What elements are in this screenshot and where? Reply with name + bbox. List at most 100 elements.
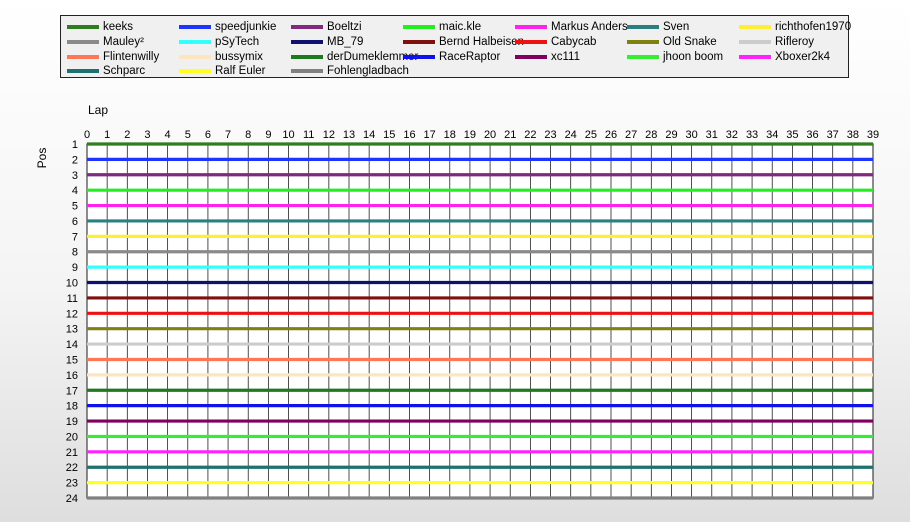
y-tick-label: 12 [66,308,78,320]
legend-swatch [627,55,659,59]
x-tick-label: 8 [245,129,251,141]
x-tick-label: 28 [645,129,657,141]
plot-area [86,143,874,499]
y-tick-label: 18 [66,401,78,413]
y-tick-label: 4 [72,185,78,197]
y-tick-label: 13 [66,324,78,336]
x-tick-label: 38 [847,129,859,141]
legend-label: pSyTech [215,36,260,48]
legend-swatch [67,40,99,44]
y-tick-label: 14 [66,339,78,351]
legend-label: Rifleroy [775,36,814,48]
x-tick-label: 18 [444,129,456,141]
x-tick-label: 11 [303,129,314,141]
x-tick-label: 23 [544,129,556,141]
x-tick-label: 15 [383,129,395,141]
y-tick-label: 16 [66,370,78,382]
legend-swatch [179,55,211,59]
y-tick-label: 19 [66,416,78,428]
y-tick-label: 15 [66,354,78,366]
legend-label: Sven [663,21,690,33]
legend-swatch [403,55,435,59]
x-tick-label: 25 [585,129,597,141]
y-tick-label: 21 [66,447,78,459]
x-tick-label: 9 [265,129,271,141]
legend-swatch [403,25,435,29]
x-tick-label: 26 [605,129,617,141]
legend-label: Boeltzi [327,21,362,33]
y-axis-label: Pos [35,148,49,169]
legend-swatch [739,25,771,29]
legend-swatch [515,55,547,59]
x-tick-label: 27 [625,129,637,141]
y-tick-label: 10 [66,278,78,290]
series-lines [87,142,873,500]
legend-label: keeks [103,21,134,33]
y-tick-label: 11 [67,293,78,305]
legend-swatch [179,40,211,44]
x-tick-label: 30 [685,129,697,141]
legend-label: richthofen1970 [775,21,852,33]
legend-label: Mauley² [103,36,144,48]
x-tick-label: 34 [766,129,778,141]
legend-label: bussymix [215,51,263,63]
legend-label: Xboxer2k4 [775,51,830,63]
legend-label: Ralf Euler [215,65,266,77]
x-tick-label: 13 [343,129,355,141]
legend-label: RaceRaptor [439,51,501,63]
legend-label: MB_79 [327,36,364,48]
x-tick-label: 33 [746,129,758,141]
x-tick-label: 3 [144,129,150,141]
x-tick-label: 5 [185,129,191,141]
legend-label: Flintenwilly [103,51,160,63]
x-tick-label: 17 [423,129,435,141]
legend-swatch [515,40,547,44]
x-tick-label: 22 [524,129,536,141]
y-tick-label: 9 [72,262,78,274]
x-tick-label: 19 [464,129,476,141]
legend-swatch [627,25,659,29]
y-tick-label: 3 [72,170,78,182]
legend-swatch [291,40,323,44]
x-tick-label: 32 [726,129,738,141]
y-tick-label: 17 [66,385,78,397]
x-tick-label: 36 [806,129,818,141]
legend-label: maic.kle [439,21,482,33]
y-tick-label: 20 [66,431,78,443]
x-tick-label: 2 [124,129,130,141]
y-tick-label: 1 [72,139,78,151]
y-tick-label: 23 [66,478,78,490]
x-tick-label: 35 [786,129,798,141]
y-tick-label: 24 [66,493,78,505]
x-tick-labels: 0 1 2 3 4 5 6 7 8 9 10 11 12 13 14 15 16 17 18 19 20 21 22 23 24… [84,129,879,141]
x-tick-label: 6 [205,129,211,141]
legend-label: derDumeklemmer [327,51,419,63]
x-tick-label: 10 [282,129,294,141]
legend-swatch [291,69,323,73]
legend-swatch [67,69,99,73]
legend-label: Cabycab [551,36,597,48]
legend-swatch [627,40,659,44]
x-tick-label: 0 [84,129,90,141]
legend-swatch [403,40,435,44]
x-tick-label: 20 [484,129,496,141]
legend-swatch [291,55,323,59]
x-tick-label: 4 [165,129,171,141]
legend-label: speedjunkie [215,21,277,33]
legend-label: xc111 [551,51,580,63]
x-tick-label: 7 [225,129,231,141]
x-tick-label: 21 [504,129,516,141]
legend-label: jhoon boom [663,51,724,63]
legend-swatch [291,25,323,29]
legend-label: Old Snake [663,36,717,48]
x-tick-label: 31 [706,129,718,141]
legend-label: Schparc [103,65,146,77]
chart-legend: keeks speedjunkie Boeltzi maic.kle Markus An… [60,15,852,78]
y-tick-label: 5 [72,201,78,213]
legend-swatch [515,25,547,29]
y-tick-label: 8 [72,247,78,259]
x-tick-label: 16 [403,129,415,141]
y-tick-label: 7 [72,231,78,243]
y-tick-label: 6 [72,216,78,228]
